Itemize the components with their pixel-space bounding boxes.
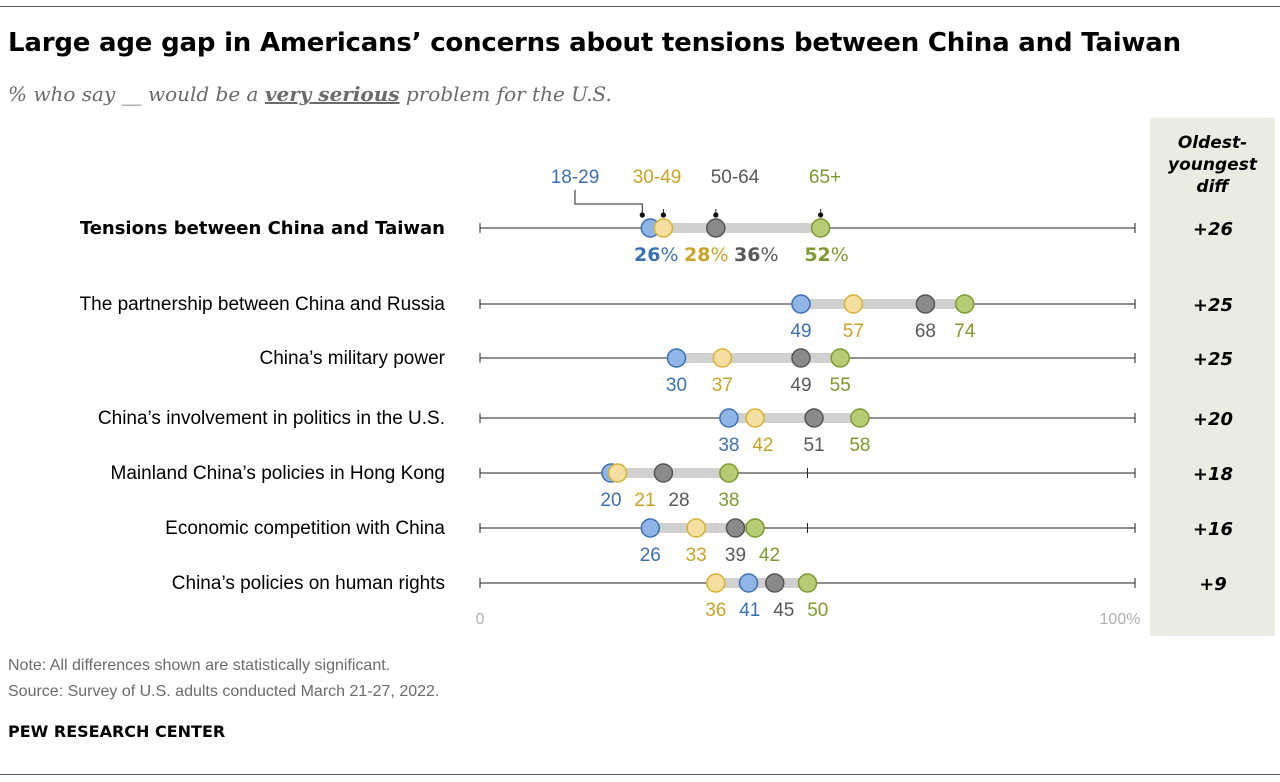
dot-18-29 xyxy=(738,573,759,593)
subtitle-after: problem for the U.S. xyxy=(399,82,612,106)
dot-65plus xyxy=(954,294,975,314)
value-label-30-49: 42 xyxy=(752,435,773,456)
legend-label-18-29: 18-29 xyxy=(551,167,600,188)
value-label-65plus: 74 xyxy=(954,321,976,342)
legend-label-30-49: 30-49 xyxy=(633,167,682,188)
legend-leader-dot xyxy=(639,212,645,218)
dot-65plus xyxy=(810,218,831,238)
dot-30-49 xyxy=(745,408,765,428)
dot-50-64 xyxy=(804,408,824,428)
diff-value: +16 xyxy=(1193,519,1233,540)
value-label-50-64: 39 xyxy=(725,545,746,566)
percent-sign: % xyxy=(660,244,678,266)
dot-30-49 xyxy=(706,573,726,593)
diff-value: +26 xyxy=(1193,219,1233,240)
row-label: The partnership between China and Russia xyxy=(80,294,446,315)
dot-50-64 xyxy=(791,348,811,368)
value-label-65plus: 52% xyxy=(804,244,849,266)
diff-column-background xyxy=(1150,118,1275,636)
source-text: Source: Survey of U.S. adults conducted … xyxy=(8,683,440,700)
value-label-18-29: 20 xyxy=(600,490,621,511)
dot-30-49 xyxy=(712,348,733,368)
legend-leader-dot xyxy=(818,212,824,218)
value-label-18-29: 49 xyxy=(790,321,811,342)
legend-leader-dot xyxy=(713,212,719,218)
value-label-50-64: 28 xyxy=(668,490,689,511)
legend-leader-dot xyxy=(660,212,667,218)
row-label: Economic competition with China xyxy=(165,518,445,539)
brand-name: PEW RESEARCH CENTER xyxy=(8,722,226,741)
value-label-30-49: 36 xyxy=(705,600,726,621)
value-label-18-29: 41 xyxy=(739,600,760,621)
value-label-65plus: 58 xyxy=(849,435,870,456)
dot-18-29 xyxy=(640,518,661,538)
chart-subtitle: % who say __ would be a very serious pro… xyxy=(8,82,612,106)
legend-leader-line xyxy=(574,190,643,215)
value-label-50-64: 68 xyxy=(915,321,936,342)
dot-18-29 xyxy=(719,408,739,428)
percent-sign: % xyxy=(710,244,728,266)
value-label-65plus: 42 xyxy=(759,545,780,566)
value-label-30-49: 28% xyxy=(684,244,729,266)
value-label-18-29: 26 xyxy=(640,545,661,566)
percent-sign: % xyxy=(831,244,849,266)
axis-label-max: 100% xyxy=(1100,611,1141,628)
value-label-18-29: 26% xyxy=(634,244,679,266)
dot-30-49 xyxy=(607,463,628,483)
value-label-65plus: 38 xyxy=(718,490,739,511)
dot-50-64 xyxy=(915,294,936,314)
legend-label-50-64: 50-64 xyxy=(711,167,760,188)
diff-column-header: Oldest- youngest diff xyxy=(1150,132,1275,198)
value-label-50-64: 36% xyxy=(734,244,779,266)
value-label-30-49: 33 xyxy=(686,545,707,566)
dot-30-49 xyxy=(686,518,706,538)
value-label-50-64: 45 xyxy=(773,600,794,621)
value-label-50-64: 49 xyxy=(790,375,811,396)
dot-18-29 xyxy=(666,348,687,368)
subtitle-before: % who say __ would be a xyxy=(8,82,265,106)
dot-65plus xyxy=(830,348,850,368)
note-text: Note: All differences shown are statisti… xyxy=(8,657,391,674)
dot-50-64 xyxy=(653,463,674,483)
dot-65plus xyxy=(745,518,765,538)
dot-65plus xyxy=(850,408,870,428)
diff-header-line-2: youngest xyxy=(1168,155,1257,175)
diff-value: +18 xyxy=(1193,464,1233,485)
diff-value: +9 xyxy=(1199,574,1227,595)
value-label-18-29: 30 xyxy=(666,375,687,396)
subtitle-emphasis: very serious xyxy=(264,82,400,106)
axis-label-min: 0 xyxy=(476,611,485,628)
dot-50-64 xyxy=(725,518,746,538)
chart-title: Large age gap in Americans’ concerns abo… xyxy=(8,28,1181,58)
value-label-30-49: 37 xyxy=(712,375,733,396)
dot-30-49 xyxy=(653,218,674,238)
percent-sign: % xyxy=(760,244,778,266)
row-label: China’s policies on human rights xyxy=(172,573,445,594)
row-label: China’s military power xyxy=(260,348,446,369)
dot-65plus xyxy=(797,573,818,593)
bottom-rule xyxy=(0,774,1280,775)
value-label-30-49: 21 xyxy=(634,490,655,511)
value-label-65plus: 50 xyxy=(807,600,828,621)
dot-30-49 xyxy=(843,294,864,314)
top-rule xyxy=(0,6,1280,7)
value-label-50-64: 51 xyxy=(803,435,824,456)
value-label-30-49: 57 xyxy=(843,321,864,342)
row-label: China’s involvement in politics in the U… xyxy=(98,408,445,429)
dot-50-64 xyxy=(765,573,785,593)
diff-value: +25 xyxy=(1193,295,1233,316)
diff-value: +25 xyxy=(1193,349,1233,370)
dot-50-64 xyxy=(706,218,726,238)
row-label: Tensions between China and Taiwan xyxy=(80,218,445,239)
dot-18-29 xyxy=(791,294,811,314)
value-label-65plus: 55 xyxy=(830,375,851,396)
diff-header-line-3: diff xyxy=(1196,177,1229,197)
value-label-18-29: 38 xyxy=(718,435,739,456)
legend-label-65plus: 65+ xyxy=(809,167,841,188)
row-label: Mainland China’s policies in Hong Kong xyxy=(111,463,445,484)
diff-value: +20 xyxy=(1193,409,1233,430)
dot-65plus xyxy=(719,463,739,483)
diff-header-line-1: Oldest- xyxy=(1177,133,1248,153)
